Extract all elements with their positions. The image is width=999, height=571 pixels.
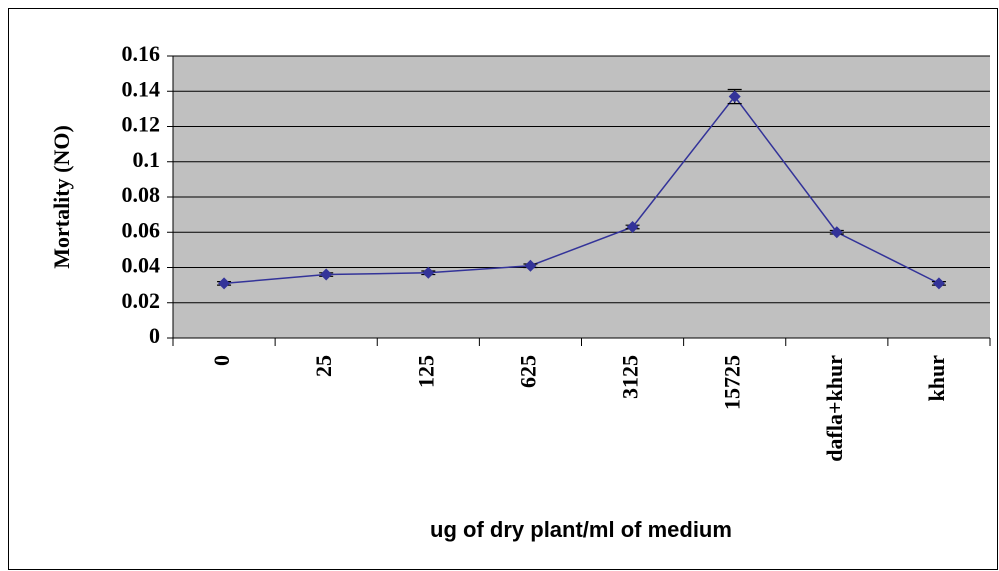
- y-tick-label: 0.16: [122, 41, 161, 66]
- data-point: [626, 220, 639, 233]
- y-tick-label: 0: [149, 323, 160, 348]
- y-tick-label: 0.12: [122, 112, 161, 137]
- y-tick-label: 0.14: [122, 76, 161, 101]
- x-tick-label: 625: [515, 355, 540, 388]
- data-point: [728, 90, 741, 103]
- x-tick-label: dafla+khur: [822, 355, 847, 462]
- data-point: [218, 277, 231, 290]
- x-tick-label: 3125: [618, 355, 643, 399]
- data-point: [830, 226, 843, 239]
- y-tick-label: 0.02: [122, 288, 161, 313]
- y-axis-title: Mortality (NO): [49, 125, 74, 269]
- x-tick-label: 15725: [720, 355, 745, 410]
- data-point: [320, 268, 333, 281]
- x-tick-label: 0: [209, 355, 234, 366]
- y-tick-label: 0.04: [122, 253, 161, 278]
- data-point: [932, 277, 945, 290]
- y-tick-label: 0.1: [133, 147, 161, 172]
- data-point: [524, 259, 537, 272]
- x-tick-label: khur: [924, 355, 949, 402]
- x-tick-label: 125: [413, 355, 438, 388]
- y-tick-label: 0.06: [122, 217, 161, 242]
- y-tick-label: 0.08: [122, 182, 161, 207]
- data-point: [422, 266, 435, 279]
- x-tick-label: 25: [311, 355, 336, 377]
- series-line: [223, 95, 940, 285]
- x-axis-title: ug of dry plant/ml of medium: [430, 517, 732, 542]
